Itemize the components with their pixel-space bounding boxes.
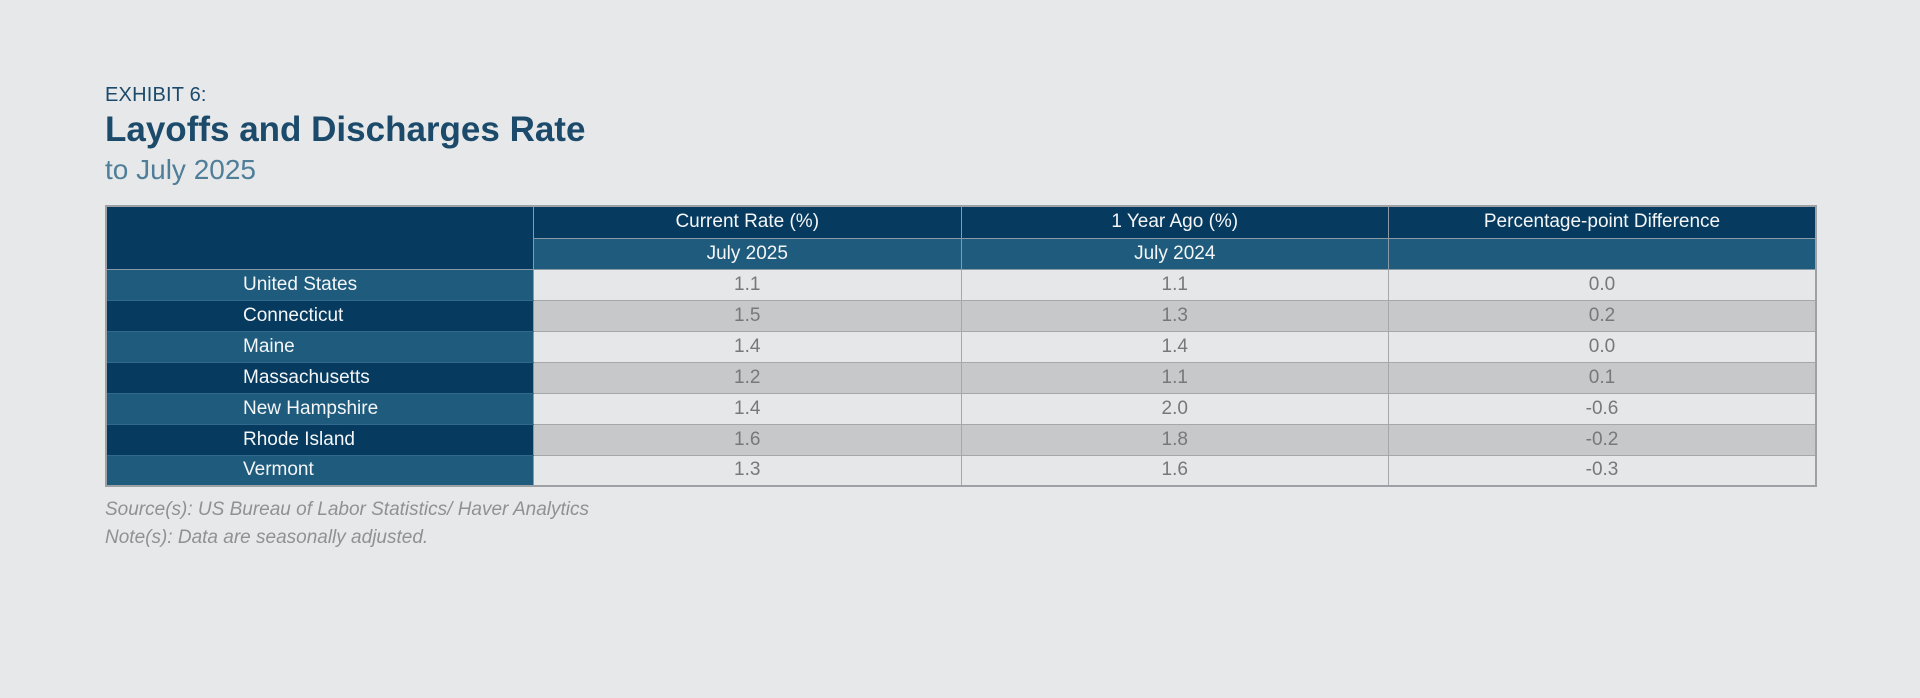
- current-rate-value: 1.4: [533, 330, 962, 363]
- row-label: Vermont: [106, 454, 534, 487]
- year-ago-value: 1.1: [960, 268, 1389, 301]
- row-label: Connecticut: [106, 299, 534, 332]
- row-label: Maine: [106, 330, 534, 363]
- header-row: Current Rate (%) 1 Year Ago (%) Percenta…: [105, 205, 1817, 270]
- year-ago-value: 1.6: [960, 454, 1389, 487]
- table-header: Current Rate (%) 1 Year Ago (%) Percenta…: [105, 205, 1817, 270]
- row-label: Rhode Island: [106, 423, 534, 456]
- difference-value: 0.2: [1388, 299, 1817, 332]
- col-header-current-rate: Current Rate (%): [533, 205, 962, 239]
- difference-value: -0.6: [1388, 392, 1817, 425]
- difference-value: 0.1: [1388, 361, 1817, 394]
- current-rate-value: 1.6: [533, 423, 962, 456]
- footnotes: Source(s): US Bureau of Labor Statistics…: [105, 496, 1817, 552]
- table-row-vermont: Vermont 1.3 1.6 -0.3: [106, 454, 1817, 487]
- year-ago-value: 1.3: [960, 299, 1389, 332]
- current-rate-value: 1.3: [533, 454, 962, 487]
- exhibit-subtitle: to July 2025: [105, 154, 256, 185]
- col-header-pp-difference: Percentage-point Difference: [1388, 205, 1817, 239]
- current-rate-value: 1.2: [533, 361, 962, 394]
- subheader-july-2024: July 2024: [960, 237, 1389, 270]
- exhibit-title: Layoffs and Discharges Rate: [105, 110, 586, 149]
- table-row-new-hampshire: New Hampshire 1.4 2.0 -0.6: [106, 392, 1817, 425]
- seasonal-adjustment-note: Note(s): Data are seasonally adjusted.: [105, 527, 429, 548]
- table-row-united-states: United States 1.1 1.1 0.0: [106, 268, 1817, 301]
- table-row-maine: Maine 1.4 1.4 0.0: [106, 330, 1817, 363]
- current-rate-value: 1.4: [533, 392, 962, 425]
- table-row-massachusetts: Massachusetts 1.2 1.1 0.1: [106, 361, 1817, 394]
- difference-value: 0.0: [1388, 268, 1817, 301]
- row-label: New Hampshire: [106, 392, 534, 425]
- subheader-row: July 2025 July 2024: [106, 237, 1817, 270]
- source-note: Source(s): US Bureau of Labor Statistics…: [105, 499, 589, 520]
- exhibit-content: EXHIBIT 6: Layoffs and Discharges Rate t…: [105, 82, 1817, 552]
- difference-value: 0.0: [1388, 330, 1817, 363]
- table-row-rhode-island: Rhode Island 1.6 1.8 -0.2: [106, 423, 1817, 456]
- col-header-year-ago: 1 Year Ago (%): [960, 205, 1389, 239]
- year-ago-value: 2.0: [960, 392, 1389, 425]
- exhibit-label: EXHIBIT 6:: [105, 84, 207, 106]
- subheader-july-2025: July 2025: [533, 237, 962, 270]
- table-body: United States 1.1 1.1 0.0 Connecticut 1.…: [106, 268, 1817, 487]
- current-rate-value: 1.1: [533, 268, 962, 301]
- year-ago-value: 1.4: [960, 330, 1389, 363]
- difference-value: -0.2: [1388, 423, 1817, 456]
- difference-value: -0.3: [1388, 454, 1817, 487]
- year-ago-value: 1.1: [960, 361, 1389, 394]
- layoffs-discharges-table: Current Rate (%) 1 Year Ago (%) Percenta…: [105, 205, 1817, 487]
- corner-cell: [105, 205, 534, 270]
- row-label: Massachusetts: [106, 361, 534, 394]
- subheader-difference-empty: [1388, 237, 1817, 270]
- year-ago-value: 1.8: [960, 423, 1389, 456]
- table-row-connecticut: Connecticut 1.5 1.3 0.2: [106, 299, 1817, 332]
- row-label: United States: [106, 268, 534, 301]
- current-rate-value: 1.5: [533, 299, 962, 332]
